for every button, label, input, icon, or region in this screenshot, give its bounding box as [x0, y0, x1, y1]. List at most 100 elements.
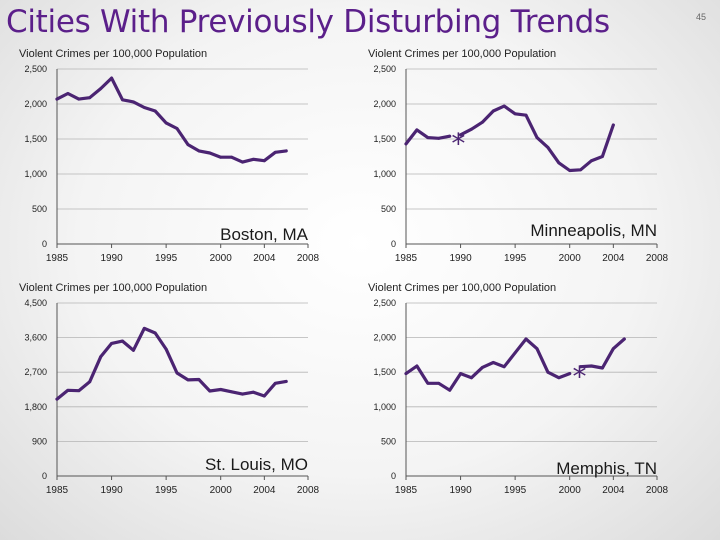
data-point — [110, 76, 113, 80]
data-point — [459, 133, 462, 137]
x-tick-label: 1985 — [46, 253, 69, 264]
slide-title: Cities With Previously Disturbing Trends — [6, 4, 610, 40]
data-point — [502, 365, 506, 369]
data-point — [142, 326, 146, 330]
data-point — [153, 109, 157, 113]
x-tick-label: 2000 — [210, 485, 233, 496]
y-tick-label: 4,500 — [24, 298, 47, 308]
data-point — [622, 337, 626, 341]
y-tick-label: 2,500 — [373, 298, 396, 308]
x-tick-label: 2008 — [646, 253, 669, 264]
series-line — [404, 337, 572, 392]
data-point — [262, 159, 266, 163]
y-tick-label: 900 — [32, 436, 47, 446]
y-tick-label: 2,000 — [373, 333, 396, 343]
series-line — [578, 337, 626, 370]
x-tick-label: 2000 — [559, 485, 582, 496]
y-tick-label: 0 — [42, 239, 47, 249]
x-tick-label: 2000 — [559, 253, 582, 264]
chart-memphis: Violent Crimes per 100,000 Population 0 50… — [368, 282, 669, 496]
data-point — [415, 364, 419, 368]
x-tick-label: 1995 — [155, 485, 178, 496]
x-tick-label: 2008 — [646, 485, 669, 496]
y-tick-label: 500 — [381, 204, 396, 214]
data-point — [601, 366, 604, 370]
x-tick-label: 2008 — [297, 253, 320, 264]
x-tick-label: 1985 — [395, 485, 418, 496]
data-point — [557, 376, 561, 380]
y-tick-label: 1,500 — [24, 134, 47, 144]
data-point — [77, 389, 81, 393]
data-point — [546, 370, 550, 374]
data-point — [480, 120, 484, 124]
data-point — [284, 149, 288, 153]
data-point — [470, 376, 473, 380]
data-point — [579, 365, 583, 369]
data-point — [99, 355, 103, 359]
y-tick-label: 500 — [32, 204, 47, 214]
chart-title: Minneapolis, MN — [530, 221, 657, 240]
data-point — [404, 372, 408, 375]
data-point — [175, 127, 179, 130]
data-point — [437, 381, 441, 385]
x-tick-label: 1990 — [449, 485, 472, 496]
data-point — [241, 392, 244, 396]
x-tick-label: 1990 — [449, 253, 472, 264]
data-point — [415, 128, 419, 132]
chart-title: St. Louis, MO — [205, 455, 308, 474]
chart-boston: Violent Crimes per 100,000 Population 0 50… — [19, 48, 320, 264]
y-tick-label: 0 — [391, 471, 396, 481]
asterisk-annotation: * — [573, 360, 587, 393]
x-tick-label: 1995 — [155, 253, 178, 264]
x-tick-label: 1995 — [504, 485, 527, 496]
chart-st-louis: Violent Crimes per 100,000 Population 0 90… — [19, 282, 320, 496]
data-point — [142, 106, 146, 109]
data-point — [186, 378, 190, 382]
data-point — [164, 347, 168, 351]
y-tick-label: 2,500 — [24, 64, 47, 74]
data-point — [535, 347, 539, 351]
y-tick-label: 1,500 — [373, 367, 396, 377]
data-point — [611, 123, 615, 127]
data-point — [546, 146, 550, 149]
data-point — [131, 348, 135, 352]
data-point — [153, 331, 157, 335]
chart-minneapolis: Violent Crimes per 100,000 Population 0 50… — [368, 48, 669, 264]
chart-title: Memphis, TN — [556, 459, 657, 478]
x-tick-label: 2000 — [210, 253, 233, 264]
y-tick-label: 2,700 — [24, 367, 47, 377]
x-tick-label: 2004 — [602, 253, 625, 264]
data-point — [197, 378, 201, 381]
data-point — [131, 100, 135, 104]
series-line — [55, 76, 288, 164]
x-tick-label: 1990 — [100, 485, 123, 496]
data-point — [164, 121, 168, 125]
data-point — [99, 87, 103, 90]
data-point — [426, 381, 430, 385]
y-tick-label: 1,000 — [373, 169, 396, 179]
data-point — [404, 142, 408, 146]
x-tick-label: 2004 — [253, 485, 276, 496]
y-tick-label: 1,500 — [373, 134, 396, 144]
data-point — [513, 112, 517, 116]
data-point — [557, 161, 561, 165]
data-point — [448, 388, 452, 392]
data-point — [470, 127, 473, 131]
x-tick-label: 1985 — [395, 253, 418, 264]
data-point — [262, 394, 266, 398]
data-point — [186, 143, 190, 147]
data-point — [208, 389, 212, 393]
data-point — [219, 388, 223, 391]
data-point — [175, 371, 179, 375]
data-point — [208, 151, 212, 155]
data-point — [110, 341, 113, 345]
data-point — [459, 372, 462, 375]
data-point — [601, 155, 604, 158]
data-point — [230, 390, 234, 394]
data-point — [219, 155, 223, 159]
data-point — [502, 104, 506, 108]
data-point — [491, 361, 495, 364]
data-point — [480, 365, 484, 369]
data-point — [568, 372, 572, 375]
